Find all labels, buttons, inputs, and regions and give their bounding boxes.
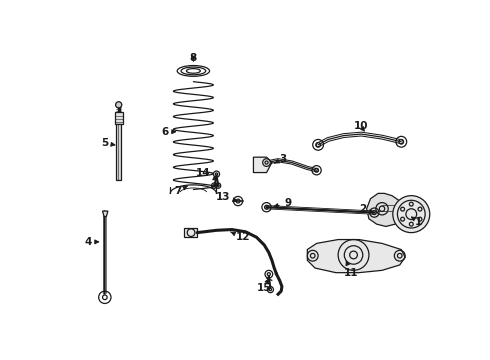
Text: 8: 8 — [190, 53, 197, 63]
Text: 7: 7 — [174, 186, 187, 196]
Text: 15: 15 — [257, 278, 271, 293]
Text: 4: 4 — [84, 237, 98, 247]
Text: 10: 10 — [354, 121, 368, 131]
Text: 5: 5 — [101, 138, 115, 148]
Text: 12: 12 — [230, 232, 250, 242]
Text: 14: 14 — [196, 167, 217, 180]
Polygon shape — [115, 112, 122, 124]
Polygon shape — [117, 124, 121, 180]
Polygon shape — [307, 239, 405, 273]
Circle shape — [393, 195, 430, 233]
Text: 6: 6 — [162, 127, 175, 137]
Polygon shape — [367, 193, 404, 226]
Text: 11: 11 — [344, 261, 359, 278]
Text: 2: 2 — [359, 204, 373, 214]
Polygon shape — [102, 211, 108, 216]
Text: 3: 3 — [274, 154, 287, 164]
Text: 13: 13 — [216, 192, 237, 202]
Text: 1: 1 — [412, 217, 422, 227]
Circle shape — [116, 102, 122, 108]
Text: 9: 9 — [274, 198, 292, 208]
Polygon shape — [184, 228, 197, 237]
Polygon shape — [253, 157, 272, 172]
